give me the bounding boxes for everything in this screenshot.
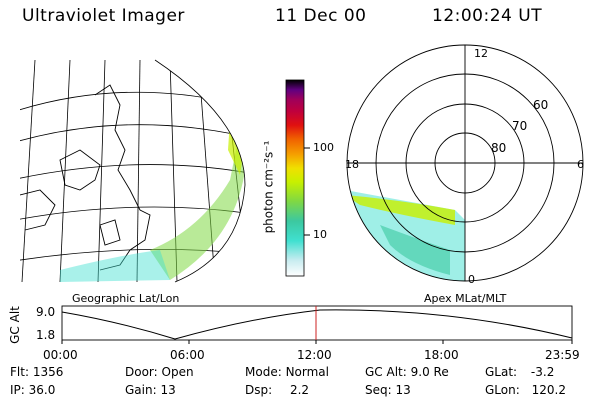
- xtick-label-0: 00:00: [43, 348, 78, 362]
- altitude-ylabel: GC Alt: [7, 306, 22, 344]
- gain-info: Gain: 13: [125, 383, 176, 397]
- xtick-label-1: 06:00: [170, 348, 205, 362]
- gain-label: Gain:: [125, 383, 157, 397]
- glat-value: -3.2: [530, 365, 555, 379]
- mode-value: Normal: [285, 365, 329, 379]
- ip-value: 36.0: [28, 383, 56, 397]
- xtick-label-2: 12:00: [297, 348, 332, 362]
- gcalt-value: 9.0 Re: [410, 365, 449, 379]
- seq-info: Seq: 13: [365, 383, 411, 397]
- mlat-label-70: 70: [512, 119, 528, 133]
- right-panel-label: Apex MLat/MLT: [424, 292, 507, 305]
- instrument-title: Ultraviolet Imager: [22, 6, 185, 26]
- mlat-circle-50: [346, 44, 584, 282]
- observation-date: 11 Dec 00: [275, 6, 367, 26]
- colorbar-unit: photon cm⁻²s⁻¹: [261, 140, 276, 234]
- altitude-ytick-bottom: 1.8: [36, 328, 56, 342]
- mlt-label-18: 18: [345, 158, 359, 171]
- dsp-value: 2.2: [289, 383, 310, 397]
- door-label: Door:: [125, 365, 158, 379]
- glon-value: 120.2: [531, 383, 566, 397]
- mlat-circle-80: [434, 132, 496, 194]
- glon-info: GLon: 120.2: [485, 383, 566, 397]
- dsp-label: Dsp:: [245, 383, 273, 397]
- xtick-label-4: 23:59: [545, 348, 580, 362]
- left-panel-label: Geographic Lat/Lon: [72, 292, 180, 305]
- mlt-label-12: 12: [474, 47, 488, 60]
- altitude-curve: [61, 309, 573, 340]
- observation-time: 12:00:24 UT: [432, 6, 543, 26]
- mlt-label-6: 6: [577, 158, 584, 171]
- dsp-info: Dsp: 2.2: [245, 383, 309, 397]
- gcalt-label: GC Alt:: [365, 365, 407, 379]
- mlt-label-0: 0: [468, 273, 475, 286]
- mlat-label-60: 60: [533, 98, 549, 112]
- seq-value: 13: [395, 383, 411, 397]
- ip-label: IP:: [10, 383, 25, 397]
- ip-info: IP: 36.0: [10, 383, 55, 397]
- glat-info: GLat: -3.2: [485, 365, 554, 379]
- mlat-circle-70: [405, 103, 525, 223]
- door-info: Door: Open: [125, 365, 194, 379]
- flt-info: Flt: 1356: [10, 365, 63, 379]
- mode-info: Mode: Normal: [245, 365, 329, 379]
- colorbar-label-10: 10: [313, 228, 327, 241]
- geographic-grid: [20, 60, 245, 282]
- glon-label: GLon:: [485, 383, 520, 397]
- mlat-label-80: 80: [491, 141, 507, 155]
- gain-value: 13: [160, 383, 176, 397]
- xtick-label-3: 18:00: [424, 348, 459, 362]
- colorbar-gradient: [285, 79, 305, 277]
- door-value: Open: [161, 365, 194, 379]
- flt-value: 1356: [32, 365, 64, 379]
- altitude-ytick-top: 9.0: [36, 305, 56, 319]
- glat-label: GLat:: [485, 365, 518, 379]
- colorbar-label-100: 100: [313, 141, 334, 154]
- gcalt-info: GC Alt: 9.0 Re: [365, 365, 449, 379]
- mode-label: Mode:: [245, 365, 282, 379]
- mlat-circle-60: [375, 73, 555, 253]
- altitude-frame: [61, 305, 573, 341]
- seq-label: Seq:: [365, 383, 392, 397]
- globe-limb: [154, 59, 246, 283]
- flt-label: Flt:: [10, 365, 29, 379]
